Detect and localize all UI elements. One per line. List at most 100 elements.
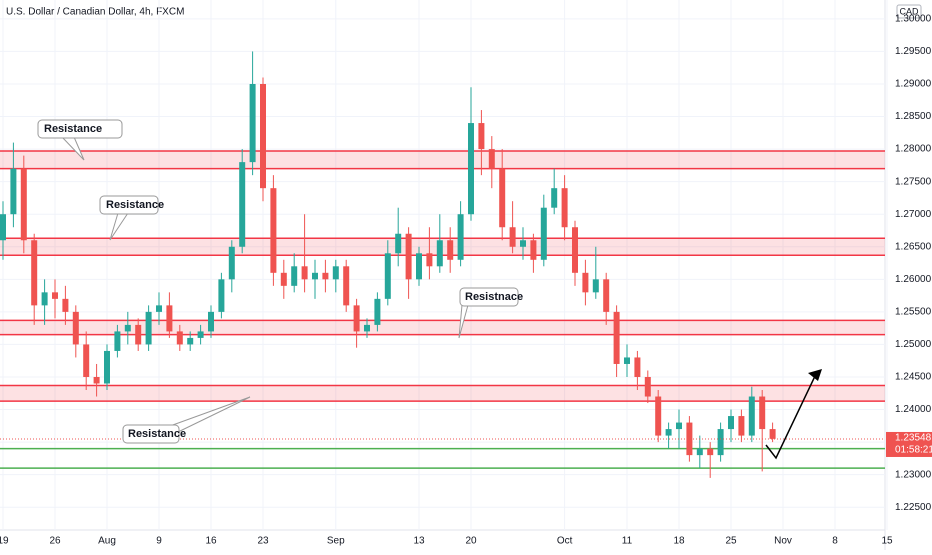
candle-body: [322, 272, 329, 280]
candle-body: [239, 162, 246, 247]
y-tick-label: 1.29500: [895, 46, 932, 57]
x-tick-label: 25: [725, 536, 737, 547]
candle-body: [707, 448, 714, 456]
resistance-zone: [0, 151, 885, 169]
candle-body: [260, 83, 266, 189]
candle-body: [208, 311, 214, 332]
x-tick-label: 13: [413, 536, 425, 547]
y-tick-label: 1.28500: [895, 111, 932, 122]
candle-body: [769, 429, 776, 439]
candle-body: [332, 266, 339, 280]
candle-body: [551, 188, 558, 208]
x-tick-label: Aug: [98, 536, 116, 547]
annotation: Resistnace: [465, 291, 523, 303]
candle-body: [145, 311, 152, 345]
candle-body: [728, 416, 734, 430]
y-tick-label: 1.26000: [895, 274, 932, 285]
x-tick-label: 16: [205, 536, 217, 547]
candle-body: [561, 188, 568, 228]
x-tick-label: Oct: [557, 536, 573, 547]
arrow-head: [808, 369, 822, 381]
candle-body: [20, 168, 27, 241]
candle-body: [478, 123, 485, 150]
candle-body: [447, 240, 454, 260]
candle-body: [135, 324, 142, 345]
candle-body: [249, 83, 256, 163]
x-tick-label: Nov: [774, 536, 792, 547]
candle-body: [395, 233, 402, 254]
candle-body: [738, 416, 745, 436]
candle-body: [72, 311, 79, 345]
x-tick-label: 9: [156, 536, 162, 547]
resistance-zone: [0, 385, 885, 402]
candle-body: [301, 266, 308, 280]
candle-body: [644, 376, 651, 397]
candle-body: [488, 149, 495, 169]
candle-body: [364, 324, 370, 332]
candle-body: [520, 240, 526, 247]
x-tick-label: 23: [257, 536, 269, 547]
candle-body: [509, 227, 516, 247]
x-tick-label: 26: [49, 536, 61, 547]
candle-body: [686, 422, 693, 456]
candle-body: [613, 311, 620, 364]
y-tick-label: 1.24000: [895, 404, 932, 415]
candle-body: [270, 188, 277, 273]
candle-body: [156, 305, 162, 312]
projection-arrow: [765, 373, 817, 460]
candle-body: [540, 207, 547, 260]
candle-body: [114, 331, 121, 351]
candle-body: [717, 429, 724, 456]
candle-body: [31, 240, 38, 306]
candle-body: [457, 214, 464, 260]
candle-body: [405, 233, 412, 280]
last-price-label: 1.23548: [895, 433, 932, 444]
x-tick-label: 18: [673, 536, 685, 547]
x-tick-label: 8: [832, 536, 838, 547]
candle-body: [603, 279, 610, 312]
y-tick-label: 1.27000: [895, 209, 932, 220]
candle-body: [353, 305, 360, 332]
candle-body: [280, 272, 287, 286]
candle-body: [499, 168, 506, 228]
candle-body: [62, 298, 69, 312]
y-tick-label: 1.29000: [895, 79, 932, 90]
x-tick-label: 11: [622, 536, 633, 547]
candle-body: [10, 168, 17, 215]
y-tick-label: 1.27500: [895, 176, 932, 187]
candle-body: [52, 292, 58, 299]
candle-body: [218, 279, 225, 312]
currency: CAD: [899, 6, 919, 16]
candle-body: [748, 396, 755, 436]
candle-body: [228, 246, 235, 280]
countdown: 01:58:21: [895, 445, 932, 456]
x-tick-label: Sep: [327, 536, 345, 547]
y-tick-label: 1.22500: [895, 502, 932, 513]
candle-body: [436, 240, 443, 267]
candle-body: [759, 396, 766, 430]
candle-body: [93, 376, 100, 384]
candle-body: [468, 123, 474, 215]
x-tick-label: 15: [881, 536, 893, 547]
candle-body: [582, 272, 589, 293]
candle-body: [374, 298, 381, 325]
candle-body: [124, 324, 131, 332]
y-tick-label: 1.30000: [895, 14, 932, 25]
candle-body: [343, 266, 350, 306]
candle-body: [572, 227, 578, 273]
candle-body: [530, 240, 537, 260]
x-tick-label: 19: [0, 536, 9, 547]
candle-body: [592, 279, 599, 293]
candle-body: [104, 350, 110, 384]
candle-body: [291, 266, 298, 286]
candle-body: [312, 272, 318, 280]
candle-body: [197, 331, 204, 338]
candle-body: [41, 292, 48, 306]
candle-body: [624, 357, 630, 364]
y-tick-label: 1.23000: [895, 469, 932, 480]
candle-body: [0, 214, 6, 241]
candle-body: [665, 429, 672, 436]
currency-box: [896, 4, 922, 19]
candle-body: [416, 253, 422, 280]
